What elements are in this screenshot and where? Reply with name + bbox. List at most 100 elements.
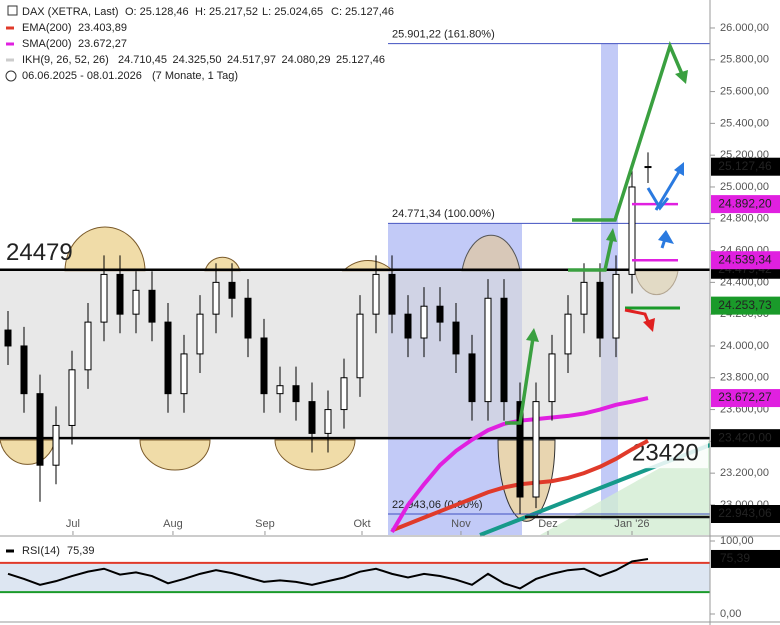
legend-label: EMA(200) (22, 22, 72, 34)
legend-value: 24.080,29 (282, 54, 331, 66)
candle-body (644, 166, 652, 169)
price-label-box (711, 505, 780, 524)
arrow-head (674, 162, 684, 176)
legend-value: 75,39 (67, 545, 95, 557)
candle-body (164, 321, 172, 395)
y-tick-label: 25.800,00 (720, 54, 769, 66)
candle-body (436, 305, 444, 323)
candle-body (20, 345, 28, 395)
arrow-head (675, 70, 688, 84)
price-label: 24.539,34 (718, 252, 772, 266)
candle-body (4, 329, 12, 347)
price-label: 23.420,00 (718, 430, 772, 444)
x-tick-label: Dez (538, 518, 558, 530)
y-tick-label: 25.600,00 (720, 85, 769, 97)
rsi-value-box (711, 549, 780, 568)
price-label-box (711, 195, 780, 214)
y-tick-label: 25.400,00 (720, 117, 769, 129)
candle-body (324, 409, 332, 434)
price-label: 24.253,73 (718, 298, 772, 312)
icon (5, 70, 17, 82)
candle-body (36, 393, 44, 466)
candle-body (596, 281, 604, 339)
arc (497, 439, 556, 522)
candle-body (612, 273, 620, 339)
candle-body (404, 313, 412, 339)
candle-body (260, 337, 268, 395)
arc (461, 234, 521, 272)
x-tick-label: Nov (451, 518, 471, 530)
candle-body (420, 305, 428, 339)
price-label-box (711, 429, 780, 448)
candle-body (388, 273, 396, 315)
candle-body (100, 273, 108, 323)
candle-body (564, 313, 572, 355)
candle-body (148, 289, 156, 323)
candle-body (212, 281, 220, 315)
candle-body (68, 369, 76, 426)
candle-body (628, 186, 636, 275)
ohlc-label: L: 25.024,65 (262, 6, 323, 18)
period-note: (7 Monate, 1 Tag) (152, 70, 238, 82)
x-tick-label: Aug (163, 518, 183, 530)
arrow (654, 169, 682, 211)
ohlc-label: H: 25.217,52 (195, 6, 258, 18)
candle-body (132, 289, 140, 315)
y-tick-label: 100,00 (720, 535, 754, 547)
legend-label: RSI(14) (22, 545, 60, 557)
price-label: 23.672,27 (718, 390, 772, 404)
candle-body (292, 385, 300, 403)
x-tick-label: Sep (255, 518, 275, 530)
candle-body (340, 377, 348, 411)
price-label: 22.943,06 (718, 506, 772, 520)
legend-label: SMA(200) (22, 38, 72, 50)
price-label-box (711, 157, 780, 176)
legend-value: 24.710,45 (118, 54, 167, 66)
candle-body (308, 401, 316, 434)
y-tick-label: 24.000,00 (720, 340, 769, 352)
candle-body (580, 281, 588, 315)
candle-body (180, 353, 188, 395)
plot: 23.000,0023.200,0023.400,0023.600,0023.8… (0, 22, 780, 620)
y-tick-label: 0,00 (720, 608, 741, 620)
y-tick-label: 23.200,00 (720, 467, 769, 479)
candle-body (84, 321, 92, 371)
candle-body (52, 424, 60, 466)
candle-body (468, 353, 476, 403)
icon (7, 5, 18, 16)
candle-body (356, 313, 364, 379)
y-tick-label: 24.400,00 (720, 276, 769, 288)
legend-label: IKH(9, 26, 52, 26) (22, 54, 109, 66)
legend-value: 23.672,27 (78, 38, 127, 50)
legend-value: 24.517,97 (227, 54, 276, 66)
candle-body (228, 281, 236, 299)
candle-body (196, 313, 204, 355)
legend-value: 24.325,50 (173, 54, 222, 66)
y-tick-label: 24.800,00 (720, 213, 769, 225)
fib-label: 25.901,22 (161.80%) (392, 29, 495, 41)
arrow-head (658, 230, 674, 244)
legend-value: 23.403,89 (78, 22, 127, 34)
candle-body (244, 297, 252, 339)
x-tick-label: Jul (66, 518, 80, 530)
rsi-band (0, 562, 710, 593)
candle-body (276, 385, 284, 395)
level-label: 24479 (6, 239, 73, 266)
price-label-box (711, 389, 780, 408)
arrow (646, 187, 670, 211)
arc (64, 226, 679, 296)
candle-body (516, 401, 524, 498)
candle-body (548, 353, 556, 403)
fib-label: 24.771,34 (100.00%) (392, 208, 495, 220)
candle-body (372, 273, 380, 315)
candle-body (116, 273, 124, 315)
candle-body (500, 297, 508, 403)
period: 06.06.2025 - 08.01.2026 (22, 70, 142, 82)
rsi-line (7, 557, 649, 590)
x-tick-label: Okt (353, 518, 370, 530)
arrow (572, 40, 684, 222)
price-label: 24.892,20 (718, 196, 772, 210)
title: DAX (XETRA, Last) (22, 6, 119, 18)
